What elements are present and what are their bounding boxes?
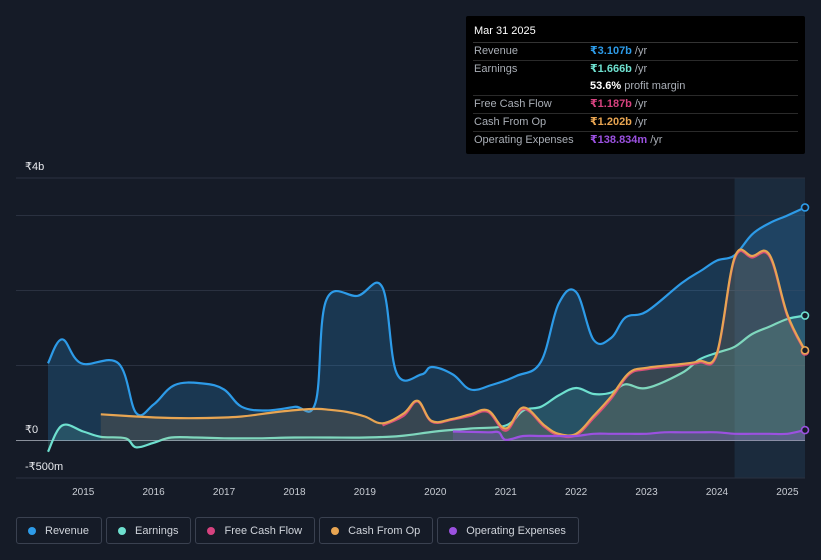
series-line-operating-expenses <box>452 429 806 441</box>
legend-dot-icon <box>28 526 36 535</box>
tooltip-row-revenue: Revenue ₹3.107b /yr <box>473 43 798 61</box>
x-tick-label: 2016 <box>143 487 166 498</box>
tooltip-unit: /yr <box>634 45 648 57</box>
legend-cash-from-op[interactable]: Cash From Op <box>319 517 434 544</box>
y-label-zero: ₹0 <box>25 424 39 436</box>
data-tooltip: Mar 31 2025 Revenue ₹3.107b /yr Earnings… <box>466 16 805 154</box>
legend-dot-icon <box>207 526 216 535</box>
x-tick-label: 2018 <box>283 487 306 498</box>
tooltip-unit: /yr <box>634 63 648 75</box>
series-line-cash-from-op <box>100 248 806 437</box>
tooltip-value: ₹3.107b <box>590 45 632 57</box>
tooltip-label: Revenue <box>474 45 519 57</box>
legend-label: Cash From Op <box>348 524 421 537</box>
tooltip-value: ₹1.187b <box>590 98 632 110</box>
y-label-bottom: -₹500m <box>25 461 64 473</box>
tooltip-unit: /yr <box>634 98 648 110</box>
series-area-cash-from-op <box>100 249 806 441</box>
x-tick-label: 2023 <box>635 487 658 498</box>
tooltip-row-earnings: Earnings ₹1.666b /yr <box>473 61 798 78</box>
x-tick-label: 2022 <box>565 487 588 498</box>
tooltip-value: 53.6% <box>590 80 622 92</box>
chart-legend: Revenue Earnings Free Cash Flow Cash Fro… <box>16 517 579 544</box>
tooltip-unit: profit margin <box>624 80 686 92</box>
tooltip-row-fcf: Free Cash Flow ₹1.187b /yr <box>473 96 798 114</box>
legend-dot-icon <box>118 526 127 535</box>
tooltip-label <box>474 78 590 95</box>
tooltip-value: ₹138.834m <box>590 134 648 146</box>
legend-free-cash-flow[interactable]: Free Cash Flow <box>195 517 316 544</box>
x-tick-label: 2017 <box>213 487 236 498</box>
legend-label: Earnings <box>135 524 179 537</box>
legend-revenue[interactable]: Revenue <box>16 517 103 544</box>
tooltip-row-margin: 53.6% profit margin <box>473 78 798 96</box>
tooltip-row-opex: Operating Expenses ₹138.834m /yr <box>473 132 798 149</box>
series-line-revenue <box>47 206 806 417</box>
x-tick-label: 2021 <box>495 487 518 498</box>
series-line-earnings <box>47 314 806 453</box>
series-area-earnings <box>48 315 805 452</box>
tooltip-value: ₹1.666b <box>590 63 632 75</box>
series-end-marker-cash-from-op <box>800 346 810 355</box>
legend-label: Revenue <box>45 524 90 537</box>
legend-dot-icon <box>449 526 458 535</box>
series-area-revenue <box>48 207 805 441</box>
series-end-marker-operating-expenses <box>800 425 810 435</box>
tooltip-unit: /yr <box>634 116 648 128</box>
x-tick-label: 2019 <box>354 487 377 498</box>
tooltip-label: Operating Expenses <box>474 134 574 146</box>
tooltip-row-cfo: Cash From Op ₹1.202b /yr <box>473 114 798 132</box>
legend-operating-expenses[interactable]: Operating Expenses <box>437 517 579 544</box>
x-tick-label: 2015 <box>72 487 95 498</box>
legend-earnings[interactable]: Earnings <box>106 517 192 544</box>
tooltip-date: Mar 31 2025 <box>473 22 798 43</box>
legend-label: Free Cash Flow <box>224 524 303 537</box>
series-end-marker-revenue <box>800 203 810 212</box>
y-label-top: ₹4b <box>25 161 45 173</box>
legend-label: Operating Expenses <box>466 524 566 537</box>
tooltip-value: ₹1.202b <box>590 116 632 128</box>
tooltip-unit: /yr <box>650 134 663 146</box>
legend-dot-icon <box>331 526 340 535</box>
tooltip-label: Earnings <box>474 63 518 75</box>
x-tick-label: 2024 <box>706 487 729 498</box>
x-tick-label: 2025 <box>776 487 799 498</box>
tooltip-label: Free Cash Flow <box>474 98 552 110</box>
series-end-marker-earnings <box>800 311 810 320</box>
x-tick-label: 2020 <box>424 487 447 498</box>
tooltip-label: Cash From Op <box>474 116 547 128</box>
